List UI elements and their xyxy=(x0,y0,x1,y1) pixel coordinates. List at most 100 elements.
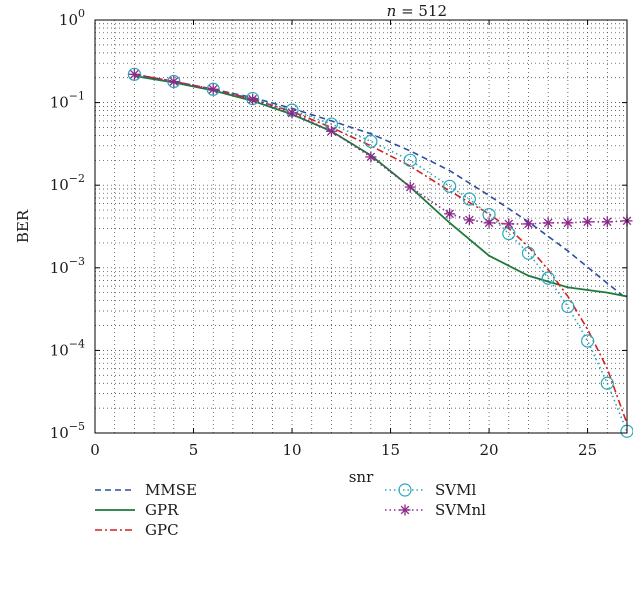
legend-label-gpc: GPC xyxy=(145,521,179,539)
y-tick-label-base: 10 xyxy=(50,259,69,277)
y-tick-label-base: 10 xyxy=(50,341,69,359)
series-marker-svmnl xyxy=(562,217,574,229)
star-stroke xyxy=(445,209,454,219)
star-stroke xyxy=(504,219,514,229)
legend-item-gpc: GPC xyxy=(95,521,179,539)
legend-item-svml: SVMl xyxy=(385,481,476,499)
y-tick-label: 10−2 xyxy=(50,172,85,194)
legend-label-svml: SVMl xyxy=(435,481,476,499)
chart-title-variable: n xyxy=(387,2,397,20)
star-stroke xyxy=(327,126,336,136)
legend-marker-svml xyxy=(398,483,412,497)
y-tick-label-base: 10 xyxy=(59,11,78,29)
x-tick-label: 5 xyxy=(189,441,199,459)
star-stroke xyxy=(543,218,553,228)
series-line-gpr xyxy=(134,75,628,298)
series-marker-svmnl xyxy=(128,68,140,80)
y-tick-label: 10−3 xyxy=(50,255,85,277)
star-stroke xyxy=(287,108,297,118)
star-stroke xyxy=(248,94,257,104)
star-stroke xyxy=(400,505,410,515)
y-tick-label-base: 10 xyxy=(50,424,69,442)
series-marker-svml xyxy=(580,334,595,348)
legend-marker-svmnl xyxy=(399,504,411,516)
series-marker-svml xyxy=(403,153,417,167)
legend-label-svmnl: SVMnl xyxy=(435,501,486,519)
grid xyxy=(95,20,627,433)
series-marker-svmnl xyxy=(365,151,377,163)
chart-title: n = 512 xyxy=(387,2,447,20)
series-gpc xyxy=(134,73,628,424)
series-marker-svml xyxy=(541,271,555,285)
series-marker-svmnl xyxy=(542,217,554,229)
chart-title-text: n = 512 xyxy=(387,2,447,20)
series-marker-svmnl xyxy=(522,218,534,230)
star-stroke xyxy=(405,182,415,192)
series-marker-svmnl xyxy=(325,125,337,137)
y-tick-label-exponent: −3 xyxy=(69,255,85,268)
series-marker-svmnl xyxy=(503,218,515,230)
series-marker-svmnl xyxy=(247,93,259,105)
series-marker-svml xyxy=(127,67,142,81)
y-tick-label: 10−4 xyxy=(50,337,85,359)
x-tick-label: 15 xyxy=(381,441,400,459)
star-stroke xyxy=(602,217,612,227)
series-marker-svml xyxy=(462,192,476,206)
legend-item-mmse: MMSE xyxy=(95,481,197,499)
series-marker-svml xyxy=(443,179,457,193)
series-marker-svml xyxy=(600,376,614,390)
series-marker-svmnl xyxy=(582,216,594,228)
chart-title-rest: = 512 xyxy=(396,2,447,20)
series-marker-svml xyxy=(206,82,220,96)
series-marker-svmnl xyxy=(404,181,416,193)
y-tick-label: 10−1 xyxy=(50,90,85,112)
series-marker-svml xyxy=(167,74,181,89)
y-tick-label-exponent: −4 xyxy=(69,337,85,350)
series-marker-svmnl xyxy=(483,217,495,229)
y-tick-label-base: 10 xyxy=(50,176,69,194)
y-tick-label-exponent: −5 xyxy=(69,420,85,433)
series-marker-svmnl xyxy=(601,216,613,228)
y-tick-label-exponent: 0 xyxy=(78,7,85,20)
series-marker-svmnl xyxy=(207,83,219,95)
series-line-mmse xyxy=(134,73,628,300)
y-tick-label: 100 xyxy=(59,7,85,29)
series-marker-svml xyxy=(364,134,378,148)
star-stroke xyxy=(563,218,573,228)
legend: MMSE GPR GPC SVMl SVMnl xyxy=(95,481,486,539)
y-tick-label: 10−5 xyxy=(50,420,85,442)
series-layer xyxy=(127,67,633,438)
y-tick-label-exponent: −1 xyxy=(69,90,85,103)
series-marker-svmnl xyxy=(168,76,180,88)
star-stroke xyxy=(208,84,218,94)
star-stroke xyxy=(169,77,179,86)
series-marker-svmnl xyxy=(463,214,475,226)
series-marker-svmnl xyxy=(444,208,456,220)
legend-label-gpr: GPR xyxy=(145,501,179,519)
y-tick-label-base: 10 xyxy=(50,94,69,112)
plot-frame xyxy=(94,19,628,434)
series-mmse xyxy=(134,73,628,300)
star-stroke xyxy=(465,215,474,225)
x-tick-label: 0 xyxy=(90,441,100,459)
x-tick-label: 25 xyxy=(578,441,597,459)
legend-item-gpr: GPR xyxy=(95,501,179,519)
x-tick-label: 10 xyxy=(282,441,301,459)
legend-label-mmse: MMSE xyxy=(145,481,197,499)
star-stroke xyxy=(484,218,494,228)
series-gpr xyxy=(134,75,628,298)
series-line-gpc xyxy=(134,73,628,424)
legend-item-svmnl: SVMnl xyxy=(385,501,486,519)
star-stroke xyxy=(583,217,592,227)
series-marker-svml xyxy=(521,246,536,260)
y-axis-label: BER xyxy=(14,209,32,243)
x-axis-label: snr xyxy=(349,468,374,486)
star-stroke xyxy=(524,219,533,229)
series-marker-svml xyxy=(561,299,575,314)
x-tick-label: 20 xyxy=(480,441,499,459)
star-stroke xyxy=(366,152,376,162)
series-marker-svmnl xyxy=(286,107,298,119)
